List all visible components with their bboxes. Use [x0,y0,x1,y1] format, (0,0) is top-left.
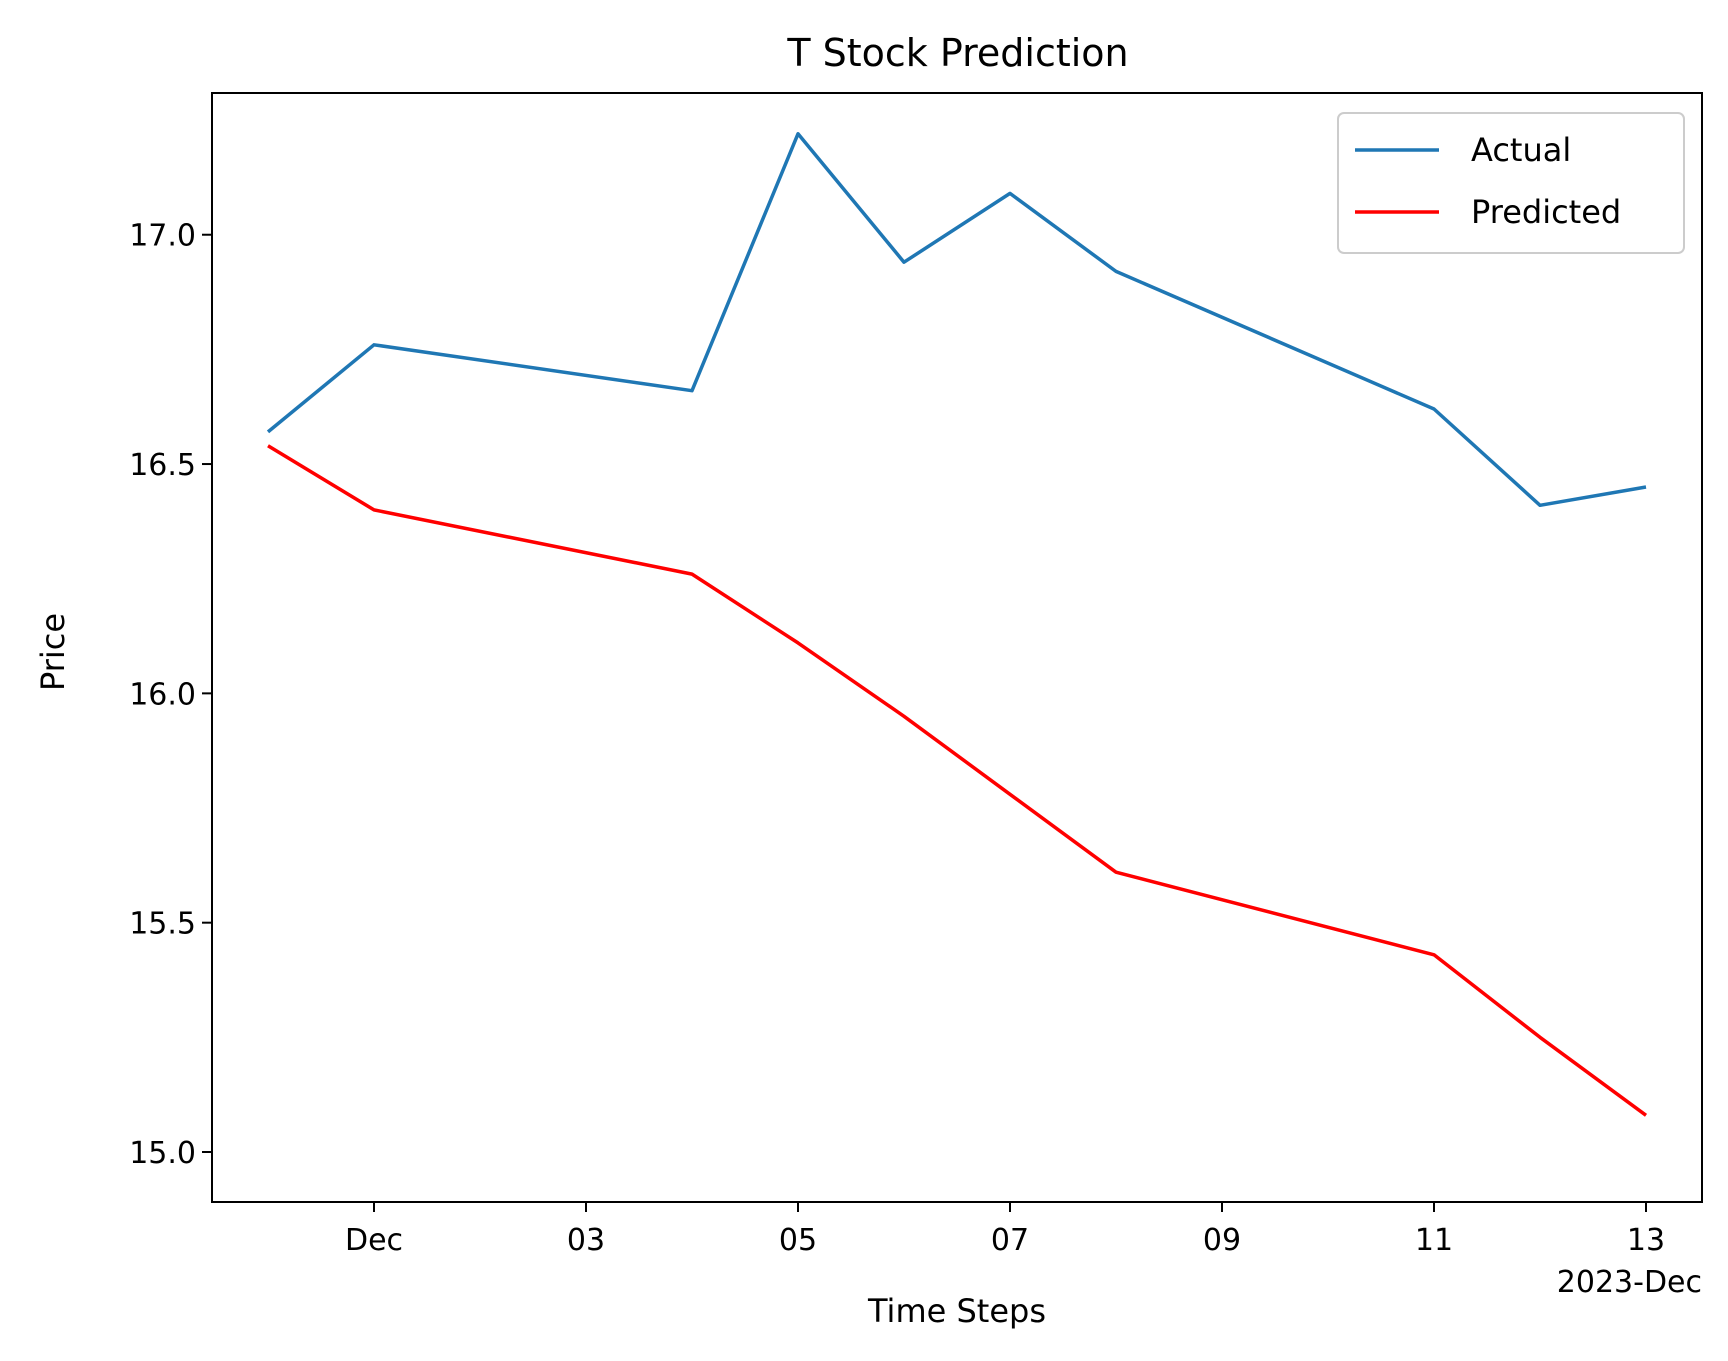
data-point-predicted [1434,954,1435,955]
data-point-predicted [268,445,269,446]
data-point-predicted [1116,872,1117,873]
data-point-actual [798,133,799,134]
y-tick-label: 15.0 [129,1136,196,1171]
x-tick-label: 07 [991,1223,1029,1258]
x-tick-label: Dec [345,1223,403,1258]
x-tick-label: 13 [1627,1223,1665,1258]
legend-label-actual: Actual [1471,131,1571,169]
x-axis-offset-label: 2023-Dec [1557,1265,1702,1300]
axes-frame [211,92,1703,1203]
data-point-actual [1010,193,1011,194]
data-point-predicted [904,716,905,717]
data-point-actual [374,344,375,345]
data-point-actual [268,431,269,432]
data-point-actual [1646,486,1647,487]
y-axis-label: Price [34,613,72,691]
x-tick-label: 03 [567,1223,605,1258]
data-point-actual [692,390,693,391]
data-point-actual [904,262,905,263]
data-point-actual [1434,409,1435,410]
plot-area: Dec 03 05 07 09 11 13 15.0 15.5 16.0 16.5 17.0 [129,132,1665,1258]
series-line-predicted [267,444,1648,1117]
data-point-actual [1116,271,1117,272]
data-point-predicted [1540,1037,1541,1038]
data-point-actual [1540,505,1541,506]
data-point-predicted [1646,1115,1647,1116]
data-point-predicted [1010,794,1011,795]
legend: Actual Predicted [1337,112,1685,254]
x-tick-label: 09 [1203,1223,1241,1258]
series-line-actual [266,132,1647,508]
y-tick-label: 16.0 [129,677,196,712]
data-point-predicted [374,509,375,510]
data-point-predicted [692,574,693,575]
y-tick-label: 15.5 [129,907,196,942]
legend-box [1337,112,1685,254]
x-axis-label: Time Steps [867,1292,1046,1330]
x-tick-label: 05 [779,1223,817,1258]
x-tick-label: 11 [1415,1223,1453,1258]
legend-label-predicted: Predicted [1471,193,1621,231]
y-tick-label: 16.5 [129,448,196,483]
chart-title: T Stock Prediction [786,31,1128,75]
data-point-predicted [798,642,799,643]
y-tick-label: 17.0 [129,219,196,254]
